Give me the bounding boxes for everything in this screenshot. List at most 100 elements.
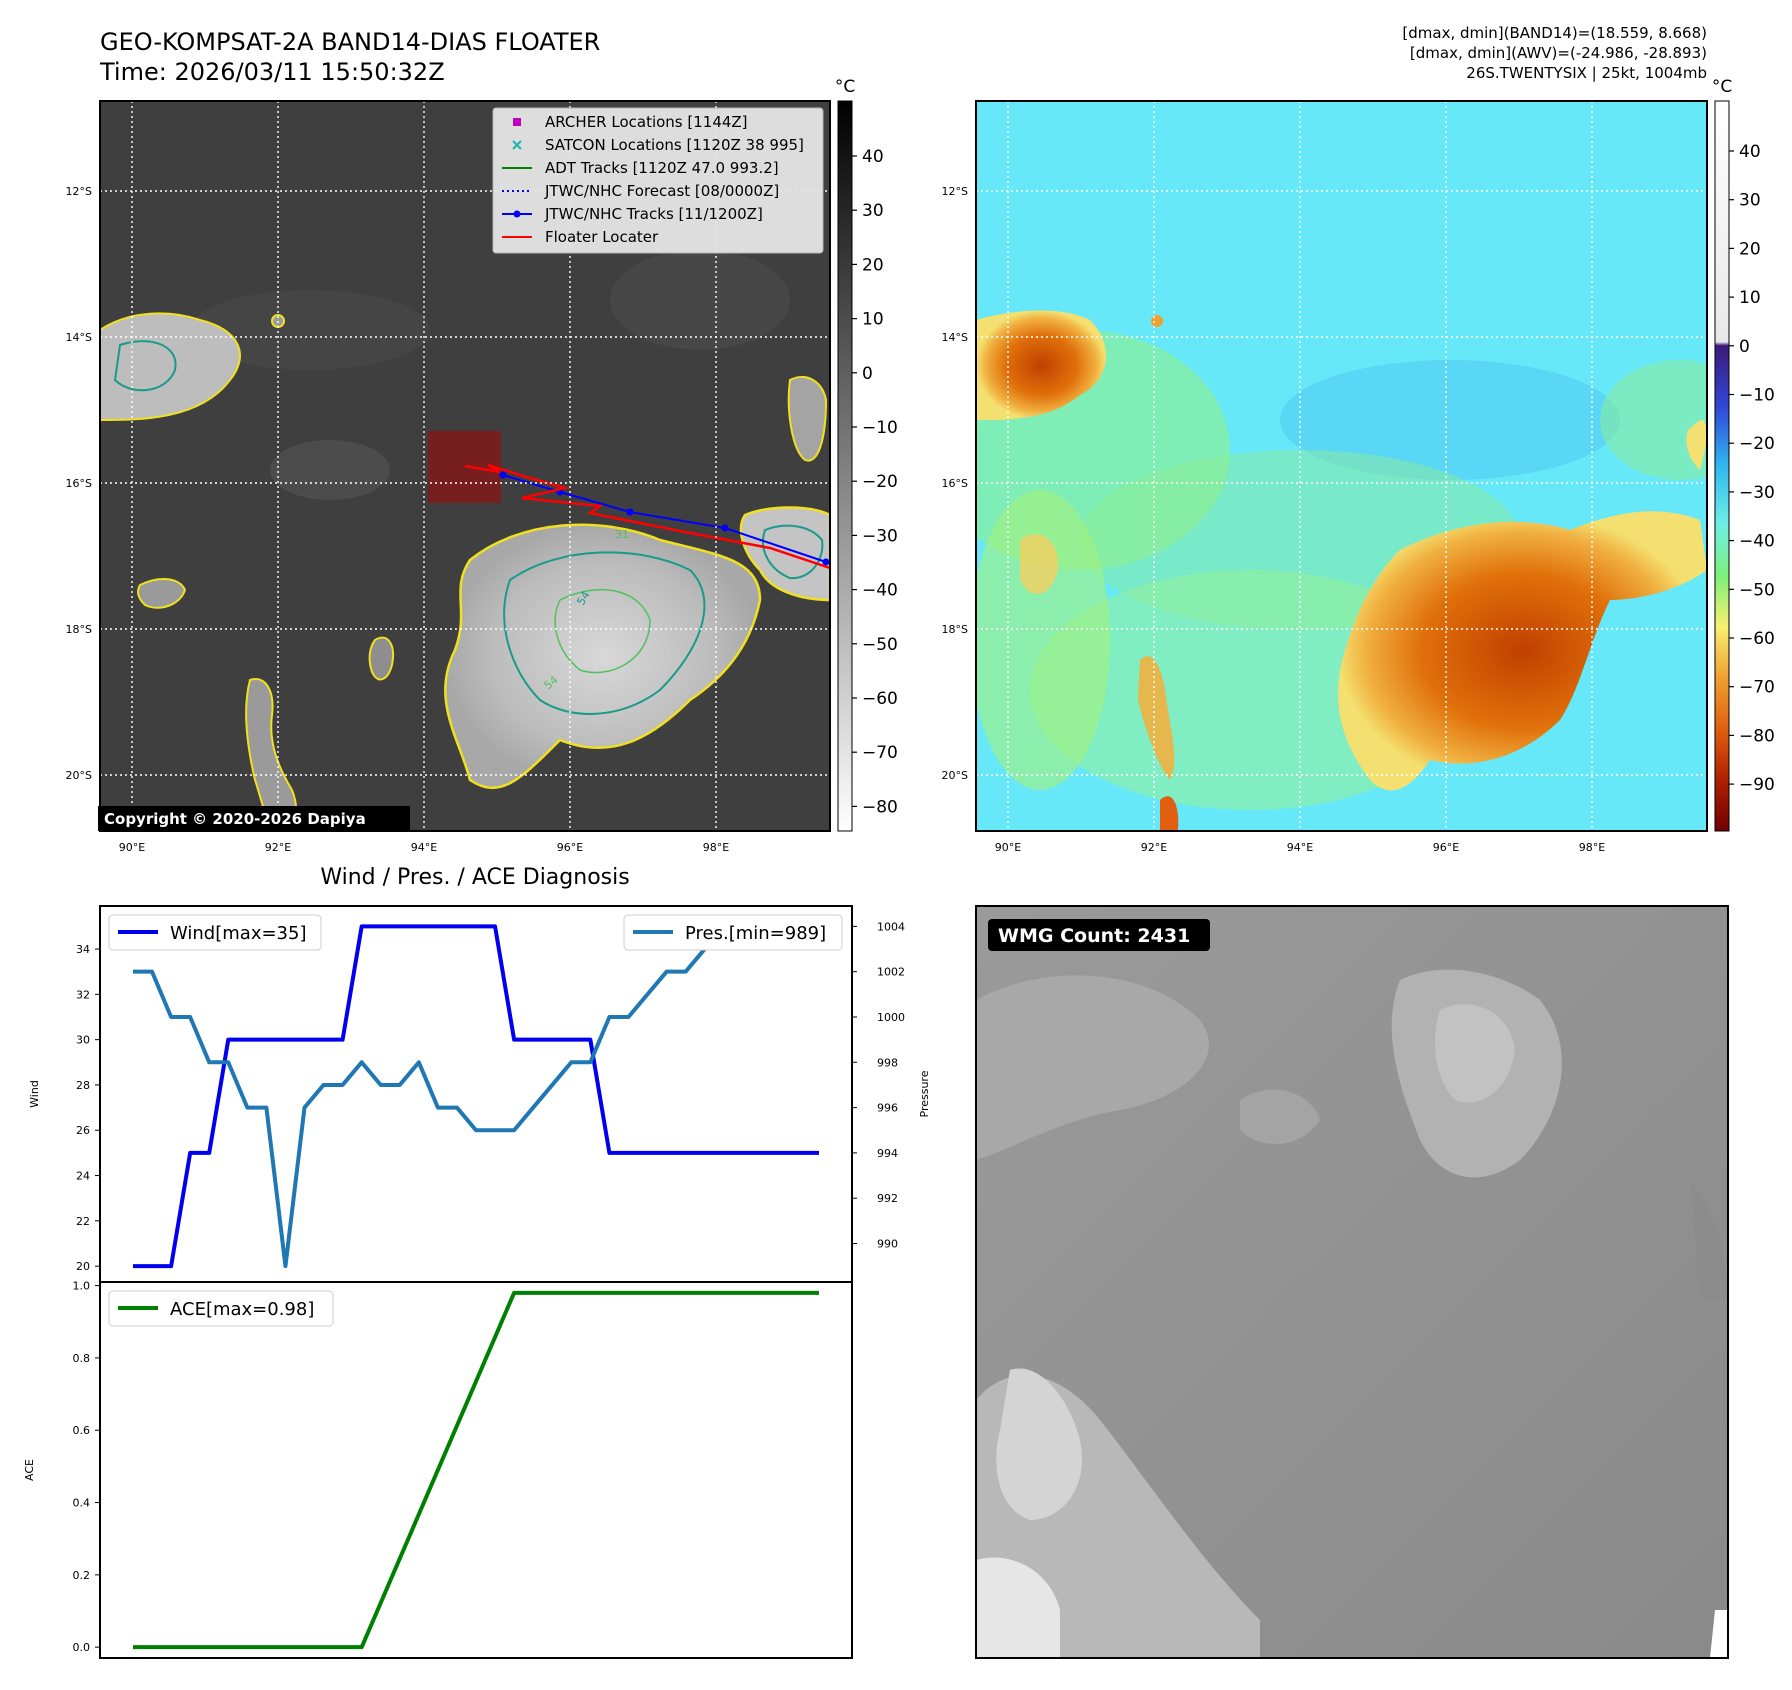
colorbar-tick-label: −60 [862,689,898,709]
awv-lon-label: 94°E [1287,841,1313,854]
awv-map-frame [975,100,1708,832]
wmg-count-box [988,919,1210,951]
pressure-tick-label: 998 [877,1056,898,1069]
ace-tick-label: 0.6 [73,1424,91,1437]
ace-chart: ACE 0.0 0.2 0.4 0.6 0.8 1.0 ACE[max=0.98] [23,1280,853,1659]
ir-lon-label: 96°E [557,841,583,854]
wind-tick-label: 28 [76,1079,90,1092]
wind-tick-label: 34 [76,943,90,956]
ir-colorbar-unit: °C [835,77,855,97]
colorbar-tick-label: −70 [1739,678,1775,698]
ir-lon-label: 92°E [265,841,291,854]
legend-label: ARCHER Locations [1144Z] [545,113,748,131]
pressure-tick-label: 996 [877,1102,898,1115]
contour-label: 54 [574,589,592,608]
wind-tick-label: 20 [76,1260,90,1273]
colorbar-tick-label: −70 [862,743,898,763]
legend-item: JTWC/NHC Forecast [08/0000Z] [502,182,779,200]
colorbar-tick-label: −30 [862,526,898,546]
copyright-box [98,806,410,831]
awv-map-axis-labels: 90°E 92°E 94°E 96°E 98°E 12°S 14°S 16°S 18°S 20°S [942,185,1606,854]
ir-cloud-field [100,250,830,831]
wind-legend: Wind[max=35] [108,914,322,951]
legend-item: ADT Tracks [1120Z 47.0 993.2] [502,159,779,177]
pressure-legend: Pres.[min=989] [623,914,843,951]
ir-colorbar: °C 40 30 20 10 0 −10 −20 −30 −40 −50 −60 −70 −80 [835,77,898,832]
pressure-legend-label: Pres.[min=989] [685,923,826,944]
wind-axis-label: Wind [28,1080,41,1108]
awv-map-gridlines [976,101,1706,831]
legend-item: ARCHER Locations [1144Z] [513,113,748,131]
wmg-frame [975,905,1729,1659]
awv-lon-label: 92°E [1141,841,1167,854]
awv-map-panel: 90°E 92°E 94°E 96°E 98°E 12°S 14°S 16°S 18°S 20°S [942,100,1708,854]
wmg-edge [1710,1610,1728,1658]
track-legend: ARCHER Locations [1144Z] SATCON Locations… [492,107,824,254]
wind-legend-label: Wind[max=35] [170,923,307,944]
ace-tick-label: 0.0 [73,1641,91,1654]
wind-tick-label: 32 [76,988,90,1001]
pressure-axis-label: Pressure [918,1070,931,1117]
ace-tick-label: 0.8 [73,1352,91,1365]
colorbar-tick-label: −60 [1739,629,1775,649]
ir-lon-label: 90°E [119,841,145,854]
wind-series-line [133,924,819,1269]
figure-title: GEO-KOMPSAT-2A BAND14-DIAS FLOATER [100,28,600,56]
pressure-tick-label: 1000 [877,1011,905,1024]
legend-label: JTWC/NHC Tracks [11/1200Z] [544,205,763,223]
colorbar-tick-label: 0 [1739,337,1750,357]
pressure-tick-label: 990 [877,1237,898,1250]
ace-axis-label: ACE [23,1459,36,1481]
legend-label: Floater Locater [545,228,659,246]
awv-colorbar: °C 40 30 20 10 0 −10 −20 −30 −40 −50 −60 −70 −80 −90 [1712,77,1775,832]
awv-lon-label: 98°E [1579,841,1605,854]
awv-colorbar-unit: °C [1712,77,1732,97]
wind-tick-label: 22 [76,1215,90,1228]
awv-lat-label: 12°S [942,185,968,198]
ir-lat-label: 14°S [66,331,92,344]
awv-moisture-field [976,310,1707,831]
legend-label: SATCON Locations [1120Z 38 995] [545,136,804,154]
ace-legend: ACE[max=0.98] [108,1290,334,1327]
ir-lat-label: 16°S [66,477,92,490]
colorbar-tick-label: 10 [1739,288,1761,308]
colorbar-tick-label: −50 [1739,580,1775,600]
ir-map-panel: 31 54 54 ARCHER Locations [1144Z]SATCON … [66,100,831,854]
info-awv: [dmax, dmin](AWV)=(-24.986, -28.893) [1410,44,1707,62]
info-storm: 26S.TWENTYSIX | 25kt, 1004mb [1466,64,1707,82]
ace-tick-label: 1.0 [73,1280,91,1293]
storm-tracks [464,463,831,570]
pressure-tick-label: 1004 [877,920,905,933]
ir-lat-label: 12°S [66,185,92,198]
colorbar-tick-label: 30 [1739,191,1761,211]
colorbar-tick-label: −20 [1739,434,1775,454]
colorbar-tick-label: 30 [862,201,884,221]
ir-lat-label: 18°S [66,623,92,636]
copyright-text: Copyright © 2020-2026 Dapiya [104,810,366,828]
legend-label: JTWC/NHC Forecast [08/0000Z] [544,182,779,200]
wind-tick-label: 24 [76,1170,90,1183]
awv-lat-label: 16°S [942,477,968,490]
legend-item: SATCON Locations [1120Z 38 995] [512,136,804,154]
wind-tick-label: 30 [76,1034,90,1047]
wmg-count-text: WMG Count: 2431 [998,925,1190,947]
colorbar-tick-label: −40 [862,581,898,601]
ace-tick-label: 0.4 [73,1497,91,1510]
awv-lat-label: 14°S [942,331,968,344]
ir-lat-label: 20°S [66,769,92,782]
ace-legend-label: ACE[max=0.98] [170,1299,314,1320]
colorbar-tick-label: 40 [1739,142,1761,162]
colorbar-tick-label: −40 [1739,532,1775,552]
colorbar-tick-label: −90 [1739,775,1775,795]
colorbar-tick-label: −80 [862,797,898,817]
pressure-tick-label: 1002 [877,966,905,979]
legend-label: ADT Tracks [1120Z 47.0 993.2] [545,159,779,177]
awv-colorbar-ticks: 40 30 20 10 0 −10 −20 −30 −40 −50 −60 −70 −80 −90 [1729,142,1775,795]
ir-map-gridlines [100,101,830,831]
colorbar-tick-label: −30 [1739,483,1775,503]
diagnosis-title: Wind / Pres. / ACE Diagnosis [320,865,629,890]
contour-label: 31 [615,528,629,541]
colorbar-tick-label: −10 [862,418,898,438]
awv-lat-label: 18°S [942,623,968,636]
